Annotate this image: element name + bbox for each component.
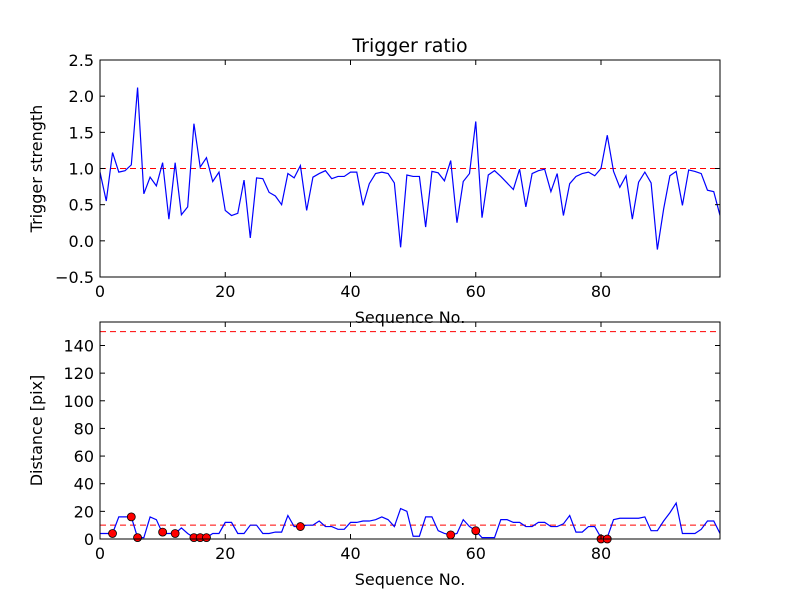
chart-title: Trigger ratio [351, 35, 467, 57]
x-tick-label: 40 [340, 282, 360, 301]
axes-frame [99, 321, 721, 540]
x-tick-label: 40 [340, 544, 360, 563]
x-axis-label: Sequence No. [355, 308, 466, 327]
x-tick-label: 60 [466, 282, 486, 301]
y-tick-label: 2.0 [69, 87, 94, 106]
y-tick-label: 100 [63, 392, 94, 411]
x-tick-label: 80 [591, 282, 611, 301]
x-tick-label: 60 [466, 544, 486, 563]
x-axis-label: Sequence No. [355, 570, 466, 589]
y-tick-label: 120 [63, 364, 94, 383]
y-tick-label: 80 [74, 419, 94, 438]
y-tick-label: −0.5 [55, 268, 94, 287]
y-tick-label: 60 [74, 447, 94, 466]
y-tick-label: 1.5 [69, 123, 94, 142]
y-axis-label: Distance [pix] [27, 375, 46, 487]
data-point [108, 529, 117, 538]
data-point [126, 512, 136, 522]
y-tick-label: 0 [84, 530, 94, 549]
x-tick-label: 0 [95, 544, 105, 563]
data-point [296, 522, 305, 531]
data-point [446, 530, 456, 540]
data-point [158, 527, 168, 537]
y-tick-label: 20 [74, 502, 94, 521]
data-point [202, 533, 211, 543]
axes-1: 0 20 40 60 80 −0.5 0.0 0.5 1.0 1.5 2.0 2.5 Trigger r… [27, 35, 721, 327]
series-line [100, 501, 720, 539]
data-point [170, 529, 180, 538]
y-tick-label: 2.5 [69, 51, 94, 70]
y-tick-label: 0.0 [69, 232, 94, 251]
data-point [133, 533, 142, 543]
x-tick-label: 20 [215, 282, 235, 301]
x-tick-label: 80 [591, 544, 611, 563]
axes-2: 0 20 40 60 80 0 20 40 60 80 100 120 140 Sequence No. D… [27, 321, 721, 589]
data-point [471, 526, 481, 536]
x-tick-label: 0 [95, 282, 105, 301]
series-line [100, 87, 720, 250]
y-axis-label: Trigger strength [27, 105, 46, 234]
y-tick-label: 0.5 [69, 196, 94, 215]
y-tick-label: 40 [74, 475, 94, 494]
y-tick-label: 140 [63, 336, 94, 355]
x-tick-label: 20 [215, 544, 235, 563]
y-tick-label: 1.0 [69, 160, 94, 179]
